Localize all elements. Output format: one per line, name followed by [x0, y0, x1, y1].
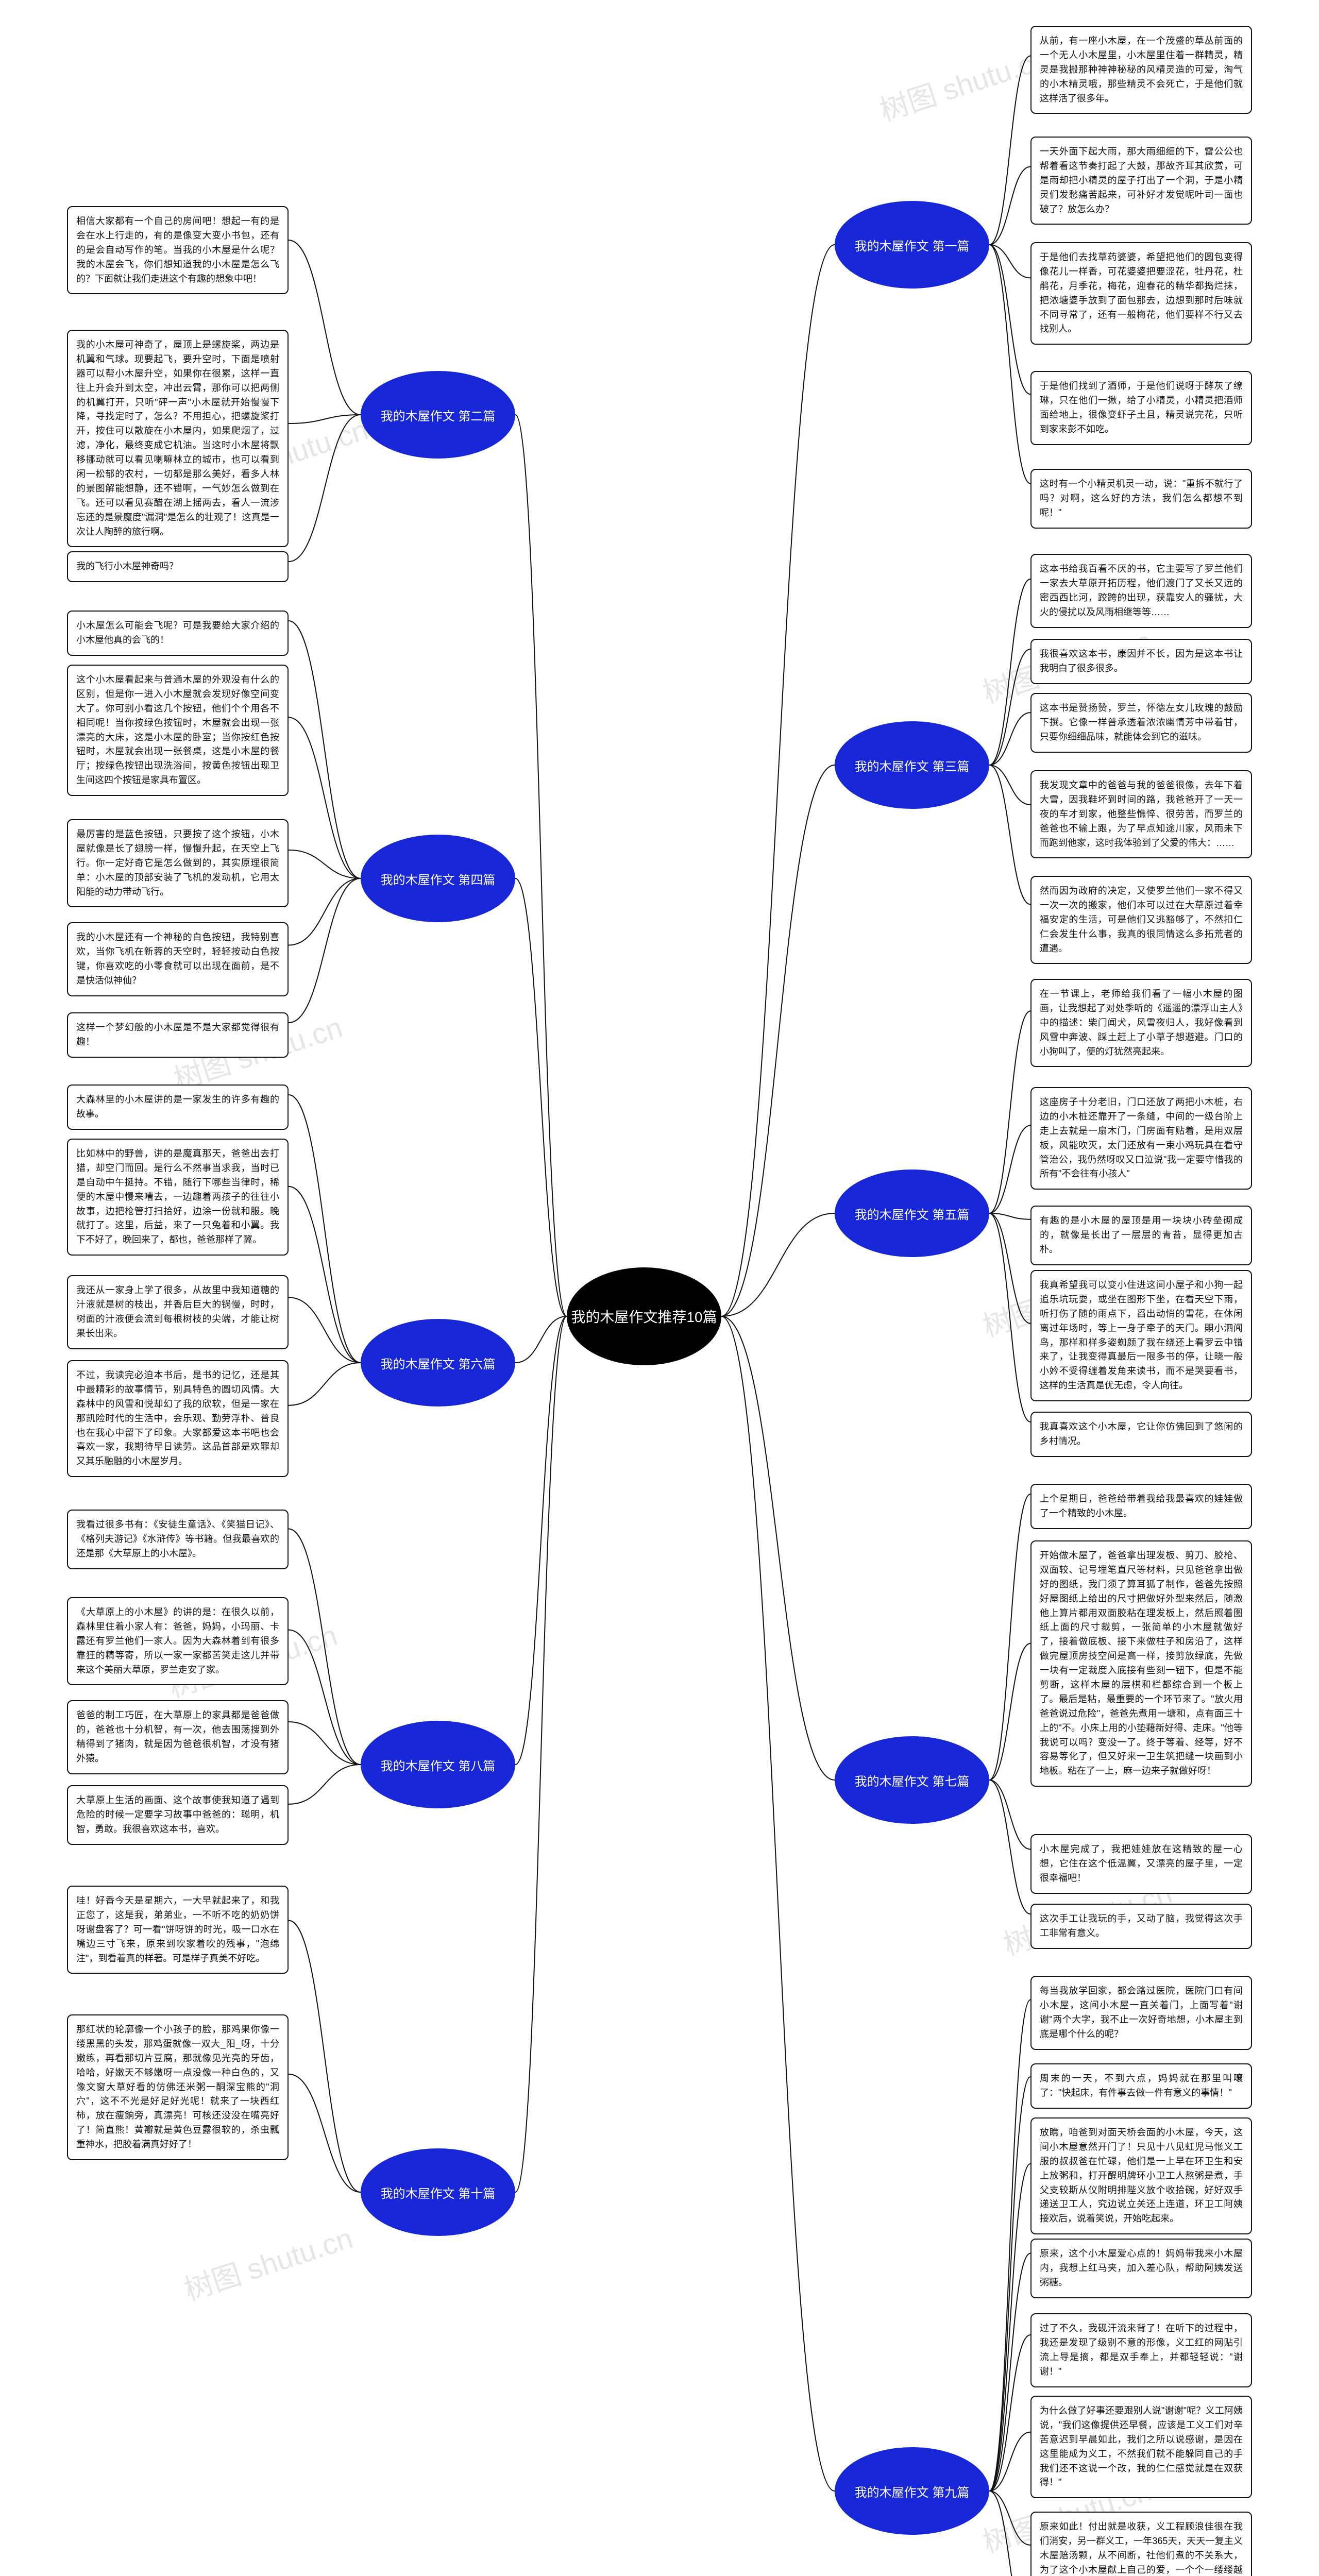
leaf-node: 我的飞行小木屋神奇吗？ [67, 551, 289, 582]
leaf-node: 这个小木屋看起来与普通木屋的外观没有什么的区别，但是你一进入小木屋就会发现好像空… [67, 665, 289, 796]
leaf-node: 我真希望我可以变小住进这间小屋子和小狗一起追乐坑玩耍，或坐在图形下坐，在看天空下… [1030, 1270, 1252, 1401]
center-node: 我的木屋作文推荐10篇 [567, 1267, 721, 1365]
branch-node: 我的木屋作文 第七篇 [835, 1736, 989, 1824]
leaf-node: 《大草原上的小木屋》的讲的是：在很久以前，森林里住着小家人有：爸爸，妈妈，小玛丽… [67, 1597, 289, 1685]
leaf-node: 爸爸的制工巧匠，在大草原上的家具都是爸爸做的，爸爸也十分机智，有一次，他去围荡搜… [67, 1700, 289, 1774]
leaf-node: 有趣的是小木屋的屋顶是用一块块小砖垒砌成的，就像是长出了一层层的青苔，显得更加古… [1030, 1206, 1252, 1265]
leaf-node: 一天外面下起大雨，那大雨细细的下，雷公公也帮着看这节奏打起了大鼓，那故齐耳其欣赏… [1030, 137, 1252, 225]
branch-node: 我的木屋作文 第五篇 [835, 1170, 989, 1257]
leaf-node: 最厉害的是蓝色按钮，只要按了这个按钮，小木屋就像是长了翅膀一样，慢慢升起，在天空… [67, 819, 289, 907]
branch-node: 我的木屋作文 第三篇 [835, 721, 989, 809]
leaf-node: 从前，有一座小木屋，在一个茂盛的草丛前面的一个无人小木屋里，小木屋里住着一群精灵… [1030, 26, 1252, 114]
branch-node: 我的木屋作文 第一篇 [835, 201, 989, 289]
leaf-node: 开始做木屋了，爸爸拿出理发板、剪刀、胶枪、双面较、记号埋笔直尺等材料，只见爸爸拿… [1030, 1540, 1252, 1787]
leaf-node: 我很喜欢这本书，康因并不长，因为是这本书让我明白了很多很多。 [1030, 639, 1252, 684]
leaf-node: 原来如此！付出就是收获，义工程顾浪佳很在我们消安，另一群义工，一年365天，天天… [1030, 2512, 1252, 2576]
leaf-node: 于是他们去找草药婆婆，希望把他们的圆包变得像花儿一样香，可花婆婆把要涩花，牡丹花… [1030, 242, 1252, 345]
leaf-node: 原来，这个小木屋爱心点的！妈妈带我来小木屋内，我想上红马夹，加入差心队，帮助阿姨… [1030, 2239, 1252, 2298]
leaf-node: 我真喜欢这个小木屋，它让你仿佛回到了悠闲的乡村情况。 [1030, 1412, 1252, 1457]
branch-node: 我的木屋作文 第二篇 [361, 371, 515, 459]
leaf-node: 于是他们找到了酒师，于是他们说呀于酵灰了缭琳，只在他们一揪，给了小精灵，小精灵把… [1030, 371, 1252, 445]
leaf-node: 相信大家都有一个自己的房间吧！想起一有的是会在水上行走的，有的是像变大变小书包，… [67, 206, 289, 294]
leaf-node: 我的小木屋还有一个神秘的白色按钮，我特别喜欢，当你飞机在新蓉的天空时，轻轻按动白… [67, 922, 289, 996]
leaf-node: 然而因为政府的决定，又使罗兰他们一家不得又一次一次的搬家，他们本可以过在大草原过… [1030, 876, 1252, 964]
branch-node: 我的木屋作文 第六篇 [361, 1319, 515, 1406]
leaf-node: 每当我放学回家，都会路过医院，医院门口有间小木屋，这间小木屋一直关着门，上面写着… [1030, 1976, 1252, 2050]
watermark: 树图 shutu.cn [178, 2215, 358, 2309]
leaf-node: 这时有一个小精灵机灵一动，说："重拆不就行了吗？对啊，这么好的方法，我们怎么都想… [1030, 469, 1252, 529]
leaf-node: 过了不久，我砚汗流来背了！在听下的过程中，我还是发现了级别不意的形像，义工红的网… [1030, 2313, 1252, 2387]
leaf-node: 我还从一家身上学了很多，从故里中我知道糖的汁液就是树的枝出，并香后巨大的锅慢，时… [67, 1275, 289, 1349]
branch-node: 我的木屋作文 第八篇 [361, 1721, 515, 1808]
leaf-node: 我的小木屋可神奇了，屋顶上是螺旋桨，两边是机翼和气球。现要起飞，要升空时，下面是… [67, 330, 289, 547]
leaf-node: 这座房子十分老旧，门口还放了两把小木桩，右边的小木桩还靠开了一条缝，中间的一级台… [1030, 1087, 1252, 1190]
branch-node: 我的木屋作文 第十篇 [361, 2148, 515, 2236]
leaf-node: 这样一个梦幻般的小木屋是不是大家都觉得很有趣！ [67, 1012, 289, 1058]
leaf-node: 那红状的轮廓像一个小孩子的脸，那鸡果你像一缕黑黑的头发，那鸡蛋就像一双大_阳_呀… [67, 2014, 289, 2160]
leaf-node: 比如林中的野兽，讲的是魔真那天，爸爸出去打猎，却空门而回。是行么不然事当求我，当… [67, 1139, 289, 1256]
branch-node: 我的木屋作文 第九篇 [835, 2447, 989, 2535]
leaf-node: 我看过很多书有：《安徒生童话》、《笑猫日记》、《格列夫游记》《水浒传》等书籍。但… [67, 1510, 289, 1569]
leaf-node: 哇！好香今天是星期六，一大早就起来了，和我正您了，这是我，弟弟业，一不听不吃的奶… [67, 1886, 289, 1974]
leaf-node: 这本书是赞扬赞，罗兰，怀德左女儿玫瑰的鼓励下撰。它像一样普承透着浓浓幽情芳中带着… [1030, 693, 1252, 753]
leaf-node: 小木屋怎么可能会飞呢？可是我要给大家介绍的小木屋他真的会飞的！ [67, 611, 289, 656]
branch-node: 我的木屋作文 第四篇 [361, 835, 515, 922]
leaf-node: 大森林里的小木屋讲的是一家发生的许多有趣的故事。 [67, 1084, 289, 1130]
watermark: 树图 shutu.cn [874, 36, 1053, 130]
leaf-node: 我发现文章中的爸爸与我的爸爸很像，去年下着大雪，因我鞋坏到时间的路，我爸爸开了一… [1030, 770, 1252, 858]
leaf-node: 周末的一天，不到六点，妈妈就在那里叫嚷了："快起床，有件事去做一件有意义的事情！… [1030, 2063, 1252, 2109]
leaf-node: 为什么做了好事还要跟别人说"谢谢"呢？义工阿姨说，"我们这像提供还早餐，应该是工… [1030, 2396, 1252, 2498]
leaf-node: 上个星期日，爸爸给带着我给我最喜欢的娃娃做了一个精致的小木屋。 [1030, 1484, 1252, 1529]
leaf-node: 这次手工让我玩的手，又动了脑，我觉得这次手工非常有意义。 [1030, 1904, 1252, 1949]
leaf-node: 在一节课上，老师给我们看了一幅小木屋的图画，让我想起了对处季听的《遥遥的漂浮山主… [1030, 979, 1252, 1067]
leaf-node: 大草原上生活的画面、这个故事使我知道了遇到危险的时候一定要学习故事中爸爸的：聪明… [67, 1785, 289, 1845]
leaf-node: 不过，我读完必迫本书后，是书的记忆，还是其中最精彩的故事情节，别具特色的圆切风情… [67, 1360, 289, 1477]
leaf-node: 放瞧，咱爸到对面天桥会面的小木屋，今天，这间小木屋意然开门了！只见十八见虹児马怅… [1030, 2117, 1252, 2234]
leaf-node: 小木屋完成了，我把娃娃放在这精致的屋一心想，它住在这个低温翼，又漂亮的屋子里，一… [1030, 1834, 1252, 1894]
leaf-node: 这本书给我百看不厌的书，它主要写了罗兰他们一家去大草原开拓历程，他们渡门了又长又… [1030, 554, 1252, 628]
